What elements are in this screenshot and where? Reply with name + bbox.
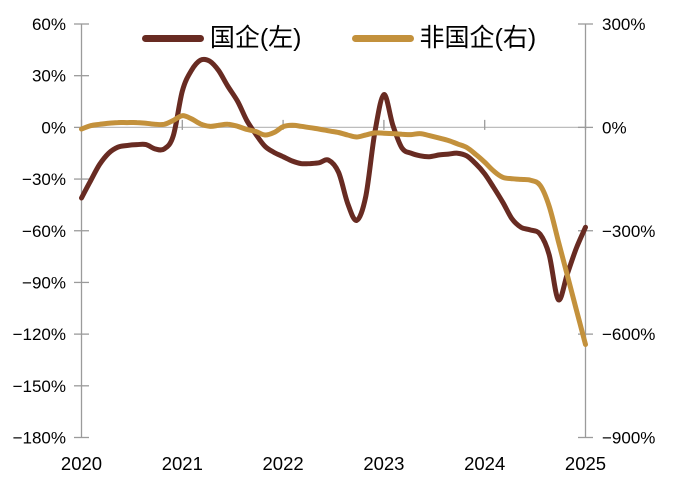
left-axis-tick-label: −60% (22, 222, 66, 241)
left-axis-tick-label: −120% (13, 325, 66, 344)
x-axis-tick-label: 2023 (363, 453, 404, 474)
soe-series-line (79, 56, 588, 303)
x-axis-tick-label: 2020 (61, 453, 102, 474)
left-axis-tick-label: 60% (32, 15, 66, 34)
left-axis-tick-label: −150% (13, 377, 66, 396)
left-axis-tick-label: 0% (41, 118, 66, 137)
nonsoe-series-line (79, 113, 588, 347)
x-axis-tick-label: 2025 (565, 453, 606, 474)
right-axis-tick-label: −900% (602, 429, 655, 448)
left-axis-tick-label: −90% (22, 273, 66, 292)
x-axis-tick-label: 2024 (464, 453, 505, 474)
x-axis-tick-label: 2021 (162, 453, 203, 474)
x-axis-tick-label: 2022 (263, 453, 304, 474)
right-axis-tick-label: 0% (602, 118, 627, 137)
left-axis-tick-label: −30% (22, 170, 66, 189)
right-axis-tick-label: −300% (602, 222, 655, 241)
left-axis-tick-label: 30% (32, 67, 66, 86)
right-axis-tick-label: 300% (602, 15, 645, 34)
left-axis-tick-label: −180% (13, 429, 66, 448)
right-axis-tick-label: −600% (602, 325, 655, 344)
